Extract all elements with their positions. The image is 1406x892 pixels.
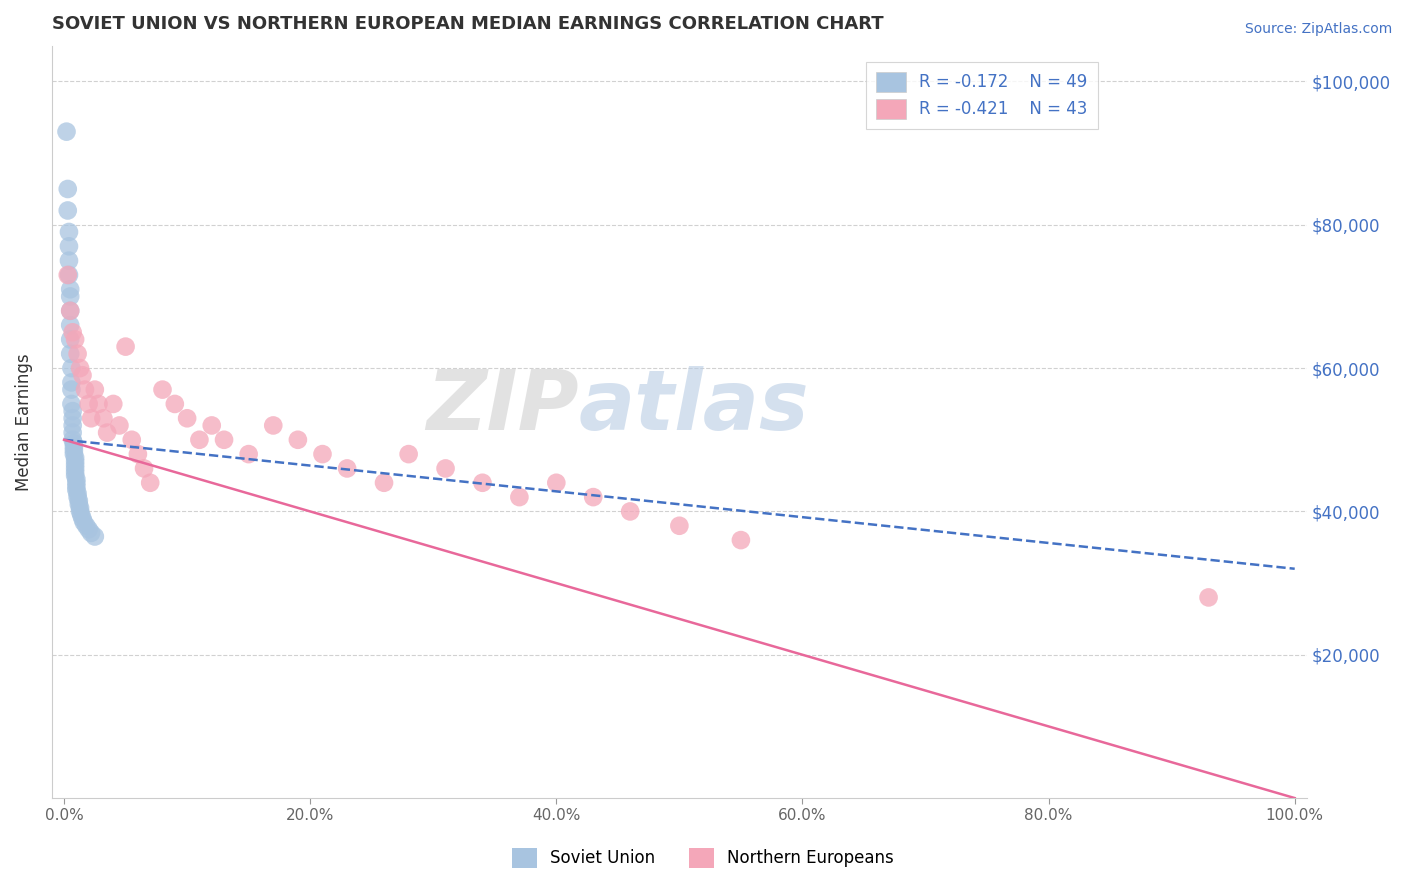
Text: SOVIET UNION VS NORTHERN EUROPEAN MEDIAN EARNINGS CORRELATION CHART: SOVIET UNION VS NORTHERN EUROPEAN MEDIAN… — [52, 15, 883, 33]
Point — [59, 303, 82, 318]
Point — [62, 404, 84, 418]
Point — [93, 411, 115, 425]
Point — [58, 239, 80, 253]
Point — [77, 522, 100, 536]
Point — [65, 483, 87, 497]
Point — [59, 318, 82, 332]
Point — [103, 397, 125, 411]
Point — [72, 511, 94, 525]
Point — [60, 376, 83, 390]
Point — [56, 182, 79, 196]
Point — [72, 368, 94, 383]
Point — [398, 447, 420, 461]
Point — [80, 411, 103, 425]
Point — [62, 425, 84, 440]
Point — [63, 461, 86, 475]
Point — [730, 533, 752, 547]
Point — [108, 418, 131, 433]
Point — [132, 461, 155, 475]
Point — [80, 525, 103, 540]
Point — [1198, 591, 1220, 605]
Point — [668, 518, 690, 533]
Point — [59, 282, 82, 296]
Point — [77, 397, 100, 411]
Point — [96, 425, 118, 440]
Point — [59, 289, 82, 303]
Point — [62, 411, 84, 425]
Point — [69, 504, 91, 518]
Point — [619, 504, 641, 518]
Point — [55, 125, 77, 139]
Point — [212, 433, 235, 447]
Point — [63, 468, 86, 483]
Point — [471, 475, 494, 490]
Point — [60, 361, 83, 376]
Point — [121, 433, 143, 447]
Point — [63, 447, 86, 461]
Point — [63, 458, 86, 472]
Point — [188, 433, 211, 447]
Point — [63, 440, 86, 454]
Point — [63, 333, 86, 347]
Point — [69, 500, 91, 515]
Point — [238, 447, 260, 461]
Point — [59, 347, 82, 361]
Legend: R = -0.172    N = 49, R = -0.421    N = 43: R = -0.172 N = 49, R = -0.421 N = 43 — [866, 62, 1098, 128]
Point — [163, 397, 186, 411]
Point — [201, 418, 224, 433]
Point — [336, 461, 359, 475]
Point — [83, 383, 105, 397]
Text: atlas: atlas — [579, 367, 810, 447]
Point — [67, 497, 90, 511]
Point — [63, 465, 86, 479]
Point — [73, 383, 96, 397]
Point — [546, 475, 568, 490]
Point — [67, 493, 90, 508]
Point — [311, 447, 333, 461]
Point — [75, 518, 97, 533]
Legend: Soviet Union, Northern Europeans: Soviet Union, Northern Europeans — [505, 841, 901, 875]
Point — [58, 225, 80, 239]
Point — [176, 411, 198, 425]
Point — [65, 479, 87, 493]
Point — [582, 490, 605, 504]
Point — [62, 418, 84, 433]
Point — [373, 475, 395, 490]
Point — [63, 450, 86, 465]
Text: ZIP: ZIP — [426, 367, 579, 447]
Point — [63, 443, 86, 458]
Point — [65, 475, 87, 490]
Point — [63, 436, 86, 450]
Point — [69, 361, 91, 376]
Point — [65, 472, 87, 486]
Point — [434, 461, 457, 475]
Point — [66, 347, 89, 361]
Point — [262, 418, 284, 433]
Point — [114, 340, 136, 354]
Point — [508, 490, 530, 504]
Point — [287, 433, 309, 447]
Point — [127, 447, 149, 461]
Point — [70, 508, 93, 522]
Point — [66, 486, 89, 500]
Point — [87, 397, 110, 411]
Point — [62, 433, 84, 447]
Point — [60, 397, 83, 411]
Text: Source: ZipAtlas.com: Source: ZipAtlas.com — [1244, 22, 1392, 37]
Point — [56, 268, 79, 282]
Point — [59, 333, 82, 347]
Point — [59, 303, 82, 318]
Point — [60, 383, 83, 397]
Point — [66, 490, 89, 504]
Point — [58, 253, 80, 268]
Y-axis label: Median Earnings: Median Earnings — [15, 353, 32, 491]
Point — [152, 383, 174, 397]
Point — [63, 454, 86, 468]
Point — [83, 529, 105, 543]
Point — [62, 326, 84, 340]
Point — [73, 515, 96, 529]
Point — [58, 268, 80, 282]
Point — [56, 203, 79, 218]
Point — [139, 475, 162, 490]
